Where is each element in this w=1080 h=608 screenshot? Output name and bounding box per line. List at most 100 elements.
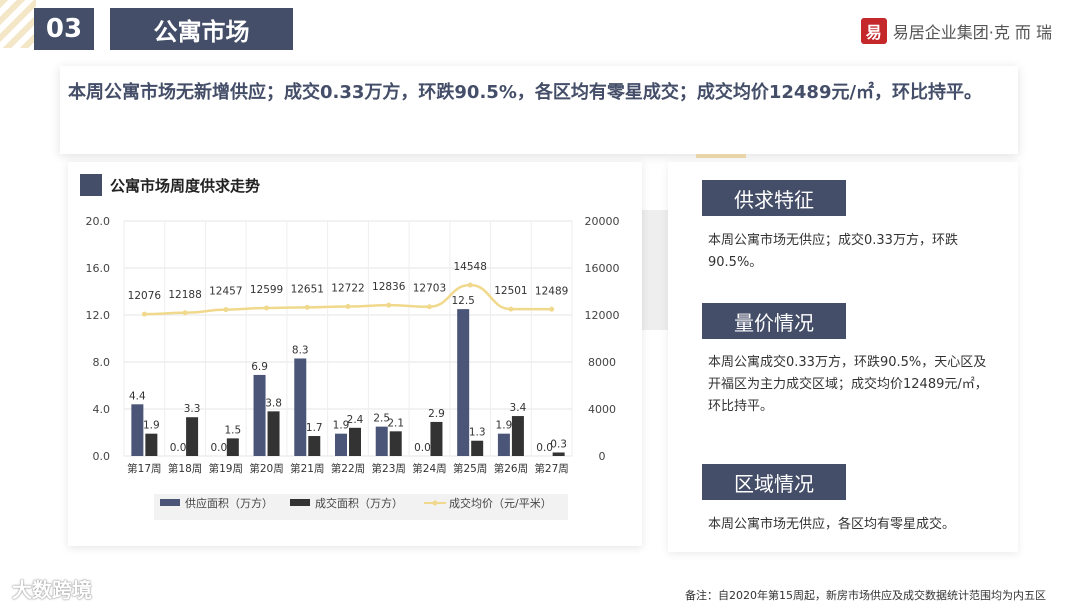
legend-swatch-deal — [290, 499, 310, 506]
chart-title: 公寓市场周度供求走势 — [110, 176, 261, 195]
price-point — [182, 310, 188, 316]
decorative-bar — [696, 154, 746, 158]
price-point-label: 12188 — [168, 289, 201, 301]
price-point-label: 12457 — [209, 286, 242, 298]
bar-supply-label: 1.9 — [333, 420, 350, 432]
chart: 0.0 4.0 8.0 12.0 16.0 20.0 0 4000 8000 12000 16000… — [86, 215, 620, 520]
tag-supply-demand-text: 本周公寓市场无供应；成交0.33万方，环跌90.5%。 — [708, 233, 958, 270]
bar-deal — [552, 452, 565, 456]
chart-card: 0.0 4.0 8.0 12.0 16.0 20.0 0 4000 8000 12000 16000… — [68, 162, 642, 546]
bar-supply-label: 0.0 — [210, 442, 227, 454]
tag-volume-price: 量价情况 — [702, 303, 846, 339]
x-tick-label: 第26周 — [494, 462, 528, 475]
footnote: 备注：自2020年第15周起，新房市场供应及成交数据统计范围均为内五区 — [685, 589, 1046, 602]
x-tick-label: 第27周 — [534, 462, 568, 475]
decorative-stripe — [0, 0, 36, 48]
y-left-tick-label: 4.0 — [93, 403, 111, 416]
bar-supply-label: 6.9 — [251, 361, 268, 373]
y-left-tick-label: 16.0 — [86, 262, 111, 275]
bar-deal — [267, 411, 280, 456]
y-right-tick-label: 12000 — [585, 309, 620, 322]
y-left-tick-label: 12.0 — [86, 309, 111, 322]
legend-label-supply: 供应面积（万方） — [185, 496, 273, 510]
right-panel: 供求特征 本周公寓市场无供应；成交0.33万方，环跌90.5%。 量价情况 本周… — [668, 162, 1018, 552]
watermark: 大数跨境 — [12, 578, 92, 602]
bar-deal — [471, 440, 484, 456]
tag-volume-price-text: 本周公寓成交0.33万方，环跌90.5%，天心区及开福区为主力成交区域；成交均价… — [708, 355, 988, 414]
price-point — [467, 282, 473, 288]
price-point — [345, 304, 351, 310]
bar-deal-label: 2.4 — [347, 414, 364, 426]
bar-supply — [497, 433, 510, 456]
price-point — [549, 306, 555, 312]
bar-supply — [253, 374, 266, 456]
tag-supply-demand: 供求特征 — [702, 180, 846, 216]
summary-box: 本周公寓市场无新增供应；成交0.33万方，环跌90.5%，各区均有零星成交；成交… — [60, 66, 1018, 154]
bar-deal-label: 1.9 — [143, 420, 160, 432]
bar-deal-label: 1.7 — [306, 422, 323, 434]
x-tick-label: 第25周 — [453, 462, 487, 475]
bar-supply-label: 0.0 — [170, 442, 187, 454]
bar-deal — [349, 427, 361, 456]
bar-deal — [389, 431, 402, 456]
legend-swatch-price-dot — [432, 500, 438, 506]
y-left-tick-label: 8.0 — [93, 356, 111, 369]
bar-deal — [308, 436, 321, 456]
bar-supply-label: 0.0 — [536, 442, 553, 454]
bar-supply — [375, 426, 388, 456]
tag-region: 区域情况 — [702, 464, 846, 500]
price-point-label: 12501 — [494, 285, 527, 297]
bar-deal — [430, 421, 443, 456]
y-right-tick-label: 8000 — [588, 356, 616, 369]
bar-supply-label: 12.5 — [451, 295, 474, 307]
brand-logo-icon: 易 — [860, 18, 887, 44]
y-left-tick-label: 20.0 — [86, 215, 111, 228]
brand: 易 易居企业集团·克 而 瑞 — [860, 16, 1052, 46]
bar-supply-label: 8.3 — [292, 344, 309, 356]
x-tick-label: 第22周 — [331, 462, 365, 475]
bar-deal-label: 3.4 — [510, 402, 527, 414]
bar-supply-label: 4.4 — [129, 390, 146, 402]
price-point-label: 12651 — [291, 283, 324, 295]
legend-label-price: 成交均价（元/平米） — [449, 496, 552, 510]
x-tick-label: 第18周 — [168, 462, 202, 475]
price-point — [141, 311, 147, 317]
x-tick-label: 第20周 — [249, 462, 283, 475]
price-point — [304, 304, 310, 310]
bar-deal-label: 1.5 — [224, 424, 241, 436]
bar-supply-label: 0.0 — [414, 442, 431, 454]
x-tick-label: 第19周 — [209, 462, 243, 475]
bar-supply — [457, 309, 470, 456]
bar-deal — [186, 417, 199, 456]
decorative-block — [640, 210, 670, 330]
legend-swatch-supply — [160, 499, 180, 506]
bar-supply-label: 1.9 — [496, 420, 513, 432]
y-right-tick-label: 4000 — [588, 403, 616, 416]
bar-supply-label: 2.5 — [373, 413, 390, 425]
bar-supply — [131, 404, 144, 456]
price-point-label: 12489 — [535, 285, 568, 297]
tag-region-text: 本周公寓市场无供应，各区均有零星成交。 — [708, 517, 956, 532]
bar-deal-label: 0.3 — [550, 438, 567, 450]
bar-deal-label: 2.1 — [387, 417, 404, 429]
x-tick-label: 第23周 — [372, 462, 406, 475]
price-point — [386, 302, 392, 308]
legend-box — [154, 494, 568, 520]
y-right-tick-label: 20000 — [585, 215, 620, 228]
price-point — [264, 305, 270, 311]
bar-deal — [226, 438, 239, 456]
bar-deal — [511, 416, 524, 456]
brand-text: 易居企业集团·克 而 瑞 — [892, 23, 1052, 42]
summary-text: 本周公寓市场无新增供应；成交0.33万方，环跌90.5%，各区均有零星成交；成交… — [68, 82, 983, 103]
chart-title-wrap: 公寓市场周度供求走势 — [80, 174, 260, 196]
price-point-label: 14548 — [453, 261, 486, 273]
bar-deal — [145, 433, 158, 456]
price-point-label: 12599 — [250, 284, 283, 296]
bar-deal-label: 1.3 — [469, 427, 486, 439]
bar-deal-label: 2.9 — [428, 408, 445, 420]
price-point — [426, 304, 432, 310]
bar-deal-label: 3.8 — [265, 397, 282, 409]
y-right-tick-label: 16000 — [585, 262, 620, 275]
section-title: 公寓市场 — [110, 8, 293, 50]
price-point-label: 12076 — [128, 290, 162, 302]
